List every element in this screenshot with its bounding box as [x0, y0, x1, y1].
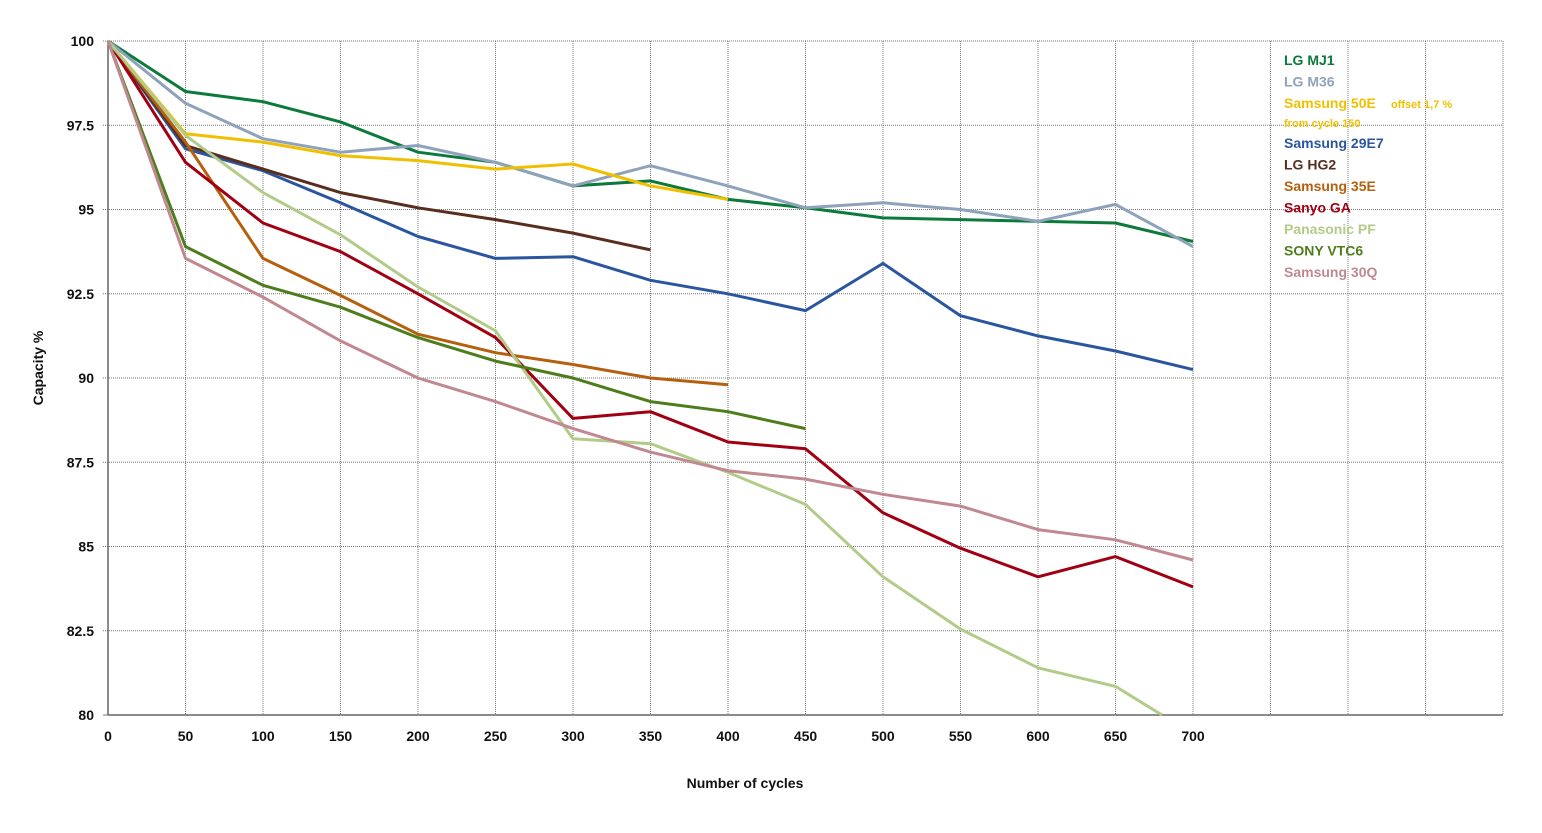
x-tick-label: 100 [251, 728, 275, 744]
legend-entry: Samsung 50E [1284, 95, 1376, 111]
y-tick-label: 100 [71, 33, 95, 49]
y-tick-label: 97.5 [67, 117, 94, 133]
legend-entry: LG HG2 [1284, 157, 1336, 173]
legend-note: offset 1,7 % [1391, 99, 1452, 111]
series-line-lg-m36 [107, 39, 1194, 248]
x-tick-label: 0 [104, 728, 112, 744]
series-line-samsung-30q [106, 40, 1194, 562]
series-line-lg-hg2 [106, 40, 651, 252]
y-tick-label: 82.5 [67, 623, 94, 639]
series-line-samsung-50e [106, 40, 729, 201]
legend-entry: SONY VTC6 [1284, 243, 1363, 259]
x-tick-label: 50 [178, 728, 194, 744]
y-tick-label: 80 [78, 707, 94, 723]
tick-labels: 0 50 100 150 200 250 300 350 400 450 500 550 600 650 7… [67, 33, 1205, 744]
grid [103, 40, 1504, 716]
series-line-lg-mj1 [107, 39, 1194, 243]
series-lines [106, 39, 1194, 717]
series-line-panasonic-pf [106, 40, 1163, 717]
legend: LG MJ1 LG M36 Samsung 50E offset 1,7 % from … [1284, 52, 1452, 280]
x-tick-label: 650 [1104, 728, 1128, 744]
series-line-samsung-29e7 [106, 40, 1194, 372]
y-tick-label: 92.5 [67, 286, 94, 302]
x-tick-label: 200 [406, 728, 430, 744]
legend-note: from cycle 150 [1284, 118, 1360, 130]
x-axis-label: Number of cycles [687, 775, 804, 791]
y-tick-label: 85 [78, 539, 94, 555]
series-line-sanyo-ga [106, 40, 1194, 589]
x-tick-label: 500 [871, 728, 895, 744]
y-axis-label: Capacity % [30, 330, 46, 405]
series-line-sony-vtc6 [106, 40, 806, 431]
legend-entry: LG M36 [1284, 74, 1335, 90]
legend-entry: Samsung 35E [1284, 178, 1376, 194]
x-tick-label: 550 [949, 728, 973, 744]
y-tick-label: 87.5 [67, 454, 94, 470]
x-tick-label: 450 [794, 728, 818, 744]
x-tick-label: 250 [484, 728, 508, 744]
legend-entry: Samsung 30Q [1284, 264, 1377, 280]
x-tick-label: 600 [1026, 728, 1050, 744]
legend-entry: Panasonic PF [1284, 221, 1376, 237]
x-tick-label: 700 [1181, 728, 1205, 744]
x-tick-label: 400 [716, 728, 740, 744]
y-tick-label: 95 [78, 202, 94, 218]
x-tick-label: 300 [561, 728, 585, 744]
legend-entry: LG MJ1 [1284, 52, 1335, 68]
x-tick-label: 150 [329, 728, 353, 744]
legend-entry: Samsung 29E7 [1284, 135, 1384, 151]
y-tick-label: 90 [78, 370, 94, 386]
legend-entry: Sanyo GA [1284, 200, 1351, 216]
x-tick-label: 350 [639, 728, 663, 744]
